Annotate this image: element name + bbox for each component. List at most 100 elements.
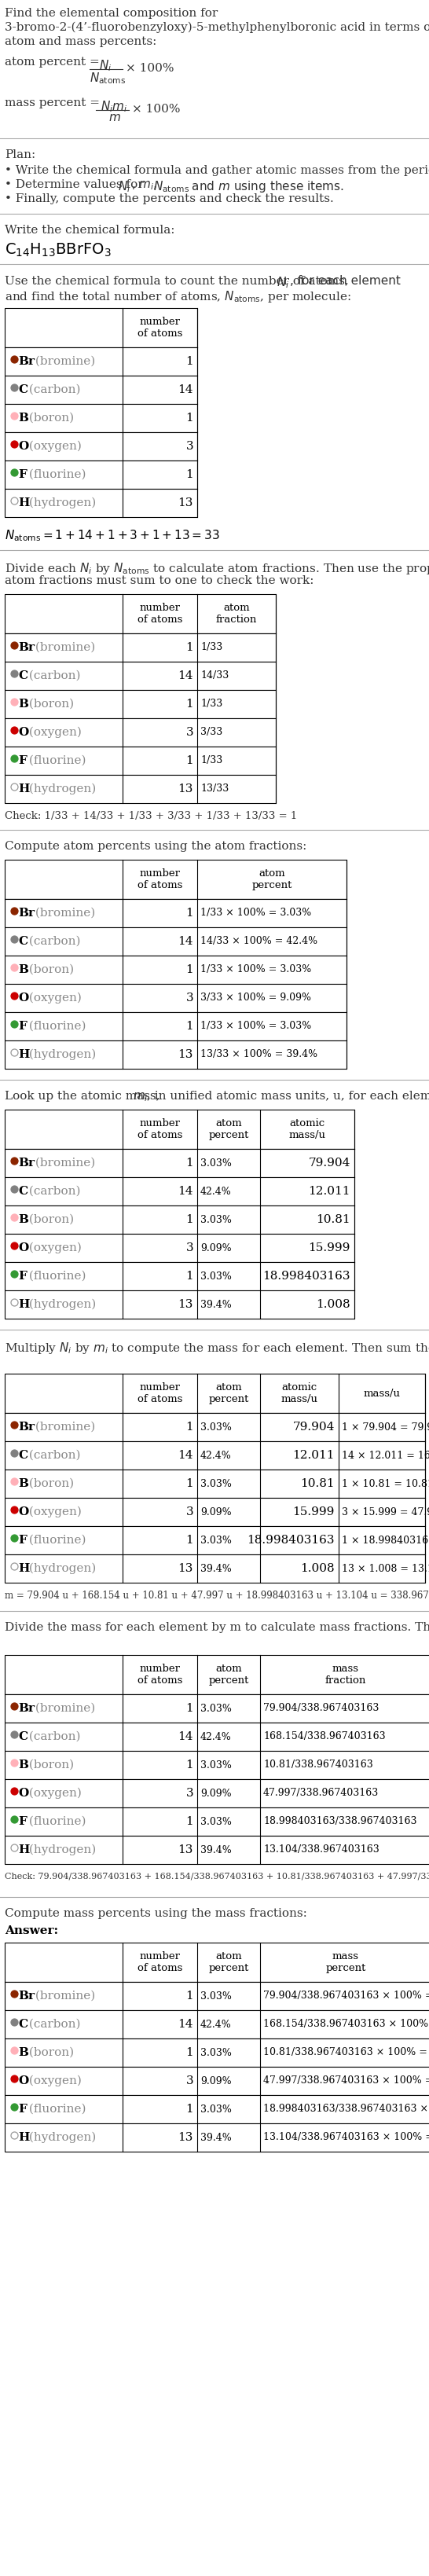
Text: $N_i$: $N_i$ <box>118 180 131 193</box>
Bar <box>5 1234 354 1262</box>
Bar <box>5 1752 429 1780</box>
Bar <box>5 348 197 376</box>
Bar <box>5 2094 429 2123</box>
Text: Check: 79.904/338.967403163 + 168.154/338.967403163 + 10.81/338.967403163 + 47.9: Check: 79.904/338.967403163 + 168.154/33… <box>5 1873 429 1880</box>
Text: 1/33: 1/33 <box>200 641 223 652</box>
Text: atom
fraction: atom fraction <box>216 603 257 626</box>
Text: H: H <box>18 1564 29 1574</box>
Text: $N_i$: $N_i$ <box>99 59 112 72</box>
Text: number
of atoms: number of atoms <box>137 603 182 626</box>
Text: H: H <box>18 1048 29 1061</box>
Text: Answer:: Answer: <box>5 1924 58 1937</box>
Text: C: C <box>18 1731 27 1741</box>
Text: O: O <box>18 2076 28 2087</box>
Circle shape <box>11 2020 18 2025</box>
Text: atom
percent: atom percent <box>208 1383 249 1404</box>
Text: 1: 1 <box>186 2105 193 2115</box>
Text: 1: 1 <box>186 1759 193 1770</box>
Text: 1: 1 <box>186 469 193 479</box>
Text: (fluorine): (fluorine) <box>25 755 86 765</box>
Text: (oxygen): (oxygen) <box>25 992 82 1005</box>
Bar <box>5 1468 425 1497</box>
Text: (hydrogen): (hydrogen) <box>25 1048 96 1061</box>
Text: Divide each $N_i$ by $N_\mathrm{atoms}$ to calculate atom fractions. Then use th: Divide each $N_i$ by $N_\mathrm{atoms}$ … <box>5 562 429 577</box>
Text: (boron): (boron) <box>25 1479 74 1489</box>
Bar <box>5 634 276 662</box>
Text: 1/33: 1/33 <box>200 755 223 765</box>
Text: B: B <box>18 963 28 976</box>
Bar <box>5 1110 354 1149</box>
Text: F: F <box>18 469 27 479</box>
Text: (carbon): (carbon) <box>25 1450 81 1461</box>
Text: 14: 14 <box>178 1185 193 1198</box>
Bar <box>5 1654 429 1695</box>
Text: $N_\mathrm{atoms} = 1 + 14 + 1 + 3 + 1 + 13 = 33$: $N_\mathrm{atoms} = 1 + 14 + 1 + 3 + 1 +… <box>5 528 220 544</box>
Text: Find the elemental composition for: Find the elemental composition for <box>5 8 218 18</box>
Bar <box>5 984 347 1012</box>
Text: 14: 14 <box>178 1450 193 1461</box>
Text: 13: 13 <box>178 497 193 507</box>
Text: (oxygen): (oxygen) <box>25 1507 82 1517</box>
Text: atom
percent: atom percent <box>208 1118 249 1141</box>
Text: 1 × 18.998403163 = 18.998403163: 1 × 18.998403163 = 18.998403163 <box>342 1535 429 1546</box>
Bar <box>5 1373 425 1414</box>
Text: (fluorine): (fluorine) <box>25 1535 86 1546</box>
Text: 3: 3 <box>186 1507 193 1517</box>
Text: 9.09%: 9.09% <box>200 1507 232 1517</box>
Text: Br: Br <box>18 641 35 654</box>
Text: 79.904/338.967403163 × 100% = 23.57%: 79.904/338.967403163 × 100% = 23.57% <box>263 1991 429 2002</box>
Text: mass percent =: mass percent = <box>5 98 104 108</box>
Text: 39.4%: 39.4% <box>200 1564 232 1574</box>
Circle shape <box>11 1507 18 1515</box>
Text: 14: 14 <box>178 670 193 680</box>
Text: B: B <box>18 1759 28 1770</box>
Text: Br: Br <box>18 1703 35 1713</box>
Text: × 100%: × 100% <box>132 103 180 116</box>
Circle shape <box>11 1450 18 1458</box>
Text: (hydrogen): (hydrogen) <box>25 1844 96 1855</box>
Text: (carbon): (carbon) <box>25 384 81 394</box>
Text: 47.997/338.967403163 × 100% = 14.16%: 47.997/338.967403163 × 100% = 14.16% <box>263 2076 429 2087</box>
Text: 1: 1 <box>186 1703 193 1713</box>
Text: C: C <box>18 670 27 680</box>
Circle shape <box>11 1535 18 1543</box>
Text: Br: Br <box>18 1422 35 1432</box>
Text: 3.03%: 3.03% <box>200 2048 232 2058</box>
Text: 1: 1 <box>186 355 193 366</box>
Text: (hydrogen): (hydrogen) <box>25 497 96 507</box>
Text: Compute mass percents using the mass fractions:: Compute mass percents using the mass fra… <box>5 1909 307 1919</box>
Circle shape <box>11 1213 18 1221</box>
Bar <box>5 927 347 956</box>
Text: 1/33 × 100% = 3.03%: 1/33 × 100% = 3.03% <box>200 909 311 917</box>
Bar <box>5 433 197 461</box>
Text: atom and mass percents:: atom and mass percents: <box>5 36 157 46</box>
Text: 3.03%: 3.03% <box>200 1991 232 2002</box>
Text: and find the total number of atoms, $N_\mathrm{atoms}$, per molecule:: and find the total number of atoms, $N_\… <box>5 289 351 304</box>
Circle shape <box>11 670 18 677</box>
Bar <box>5 2009 429 2038</box>
Text: 12.011: 12.011 <box>308 1185 350 1198</box>
Bar <box>5 1808 429 1837</box>
Bar <box>5 775 276 804</box>
Text: O: O <box>18 1242 28 1255</box>
Bar <box>5 1440 425 1468</box>
Bar <box>5 1012 347 1041</box>
Text: × 100%: × 100% <box>126 62 174 75</box>
Text: 3.03%: 3.03% <box>200 1535 232 1546</box>
Text: B: B <box>18 698 28 708</box>
Text: C: C <box>18 1185 27 1198</box>
Circle shape <box>11 755 18 762</box>
Text: (oxygen): (oxygen) <box>25 1788 82 1798</box>
Bar <box>5 747 276 775</box>
Text: atom
percent: atom percent <box>208 1664 249 1685</box>
Bar <box>5 489 197 518</box>
Text: (carbon): (carbon) <box>25 670 81 680</box>
Text: number
of atoms: number of atoms <box>137 1383 182 1404</box>
Text: (fluorine): (fluorine) <box>25 2105 86 2115</box>
Text: 3 × 15.999 = 47.997: 3 × 15.999 = 47.997 <box>342 1507 429 1517</box>
Circle shape <box>11 412 18 420</box>
Bar <box>5 1291 354 1319</box>
Text: 1: 1 <box>186 698 193 708</box>
Text: number
of atoms: number of atoms <box>137 1950 182 1973</box>
Circle shape <box>11 355 18 363</box>
